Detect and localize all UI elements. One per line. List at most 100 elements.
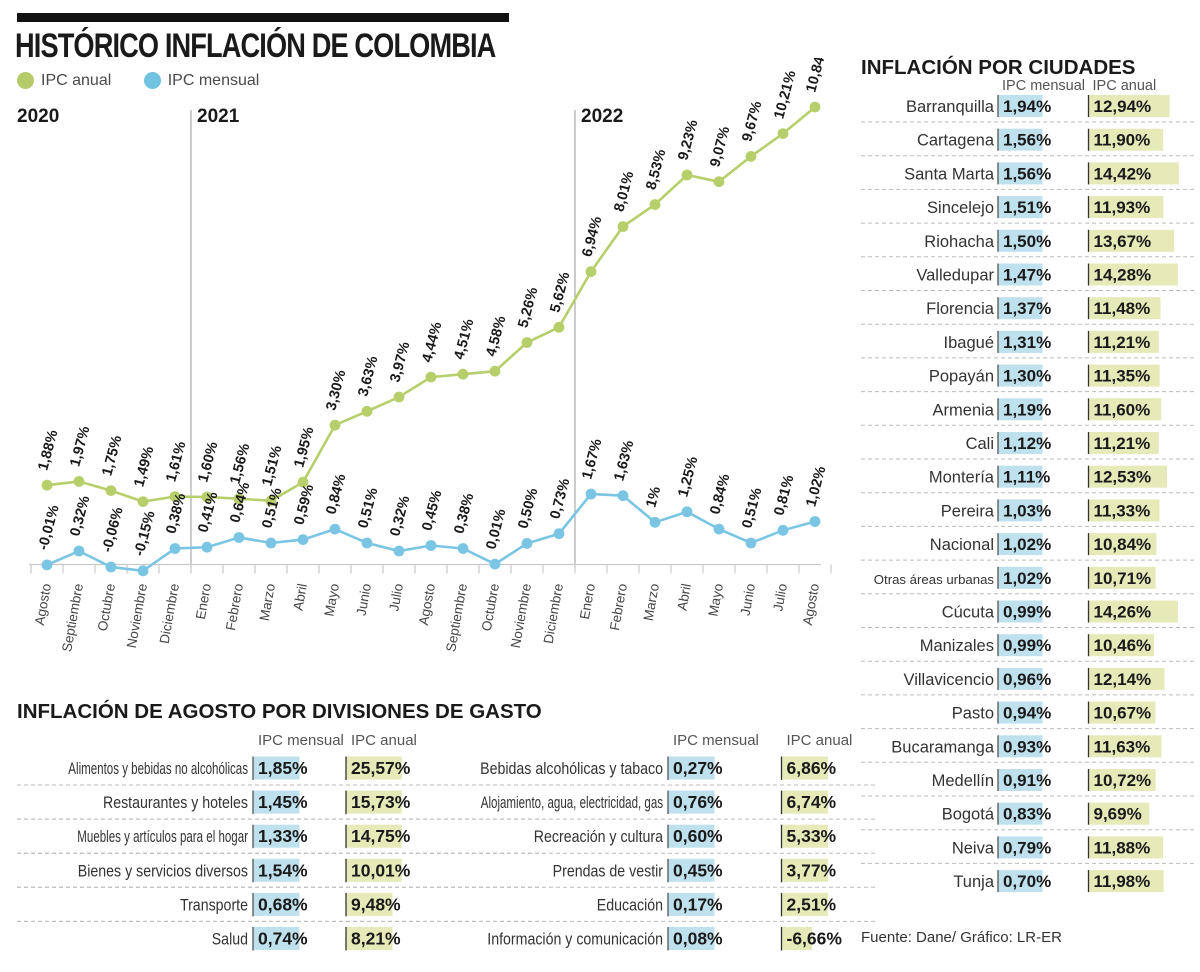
svg-text:4,51%: 4,51% bbox=[451, 317, 477, 361]
svg-text:0,32%: 0,32% bbox=[67, 494, 93, 538]
svg-text:0,84%: 0,84% bbox=[323, 472, 349, 516]
svg-text:3,63%: 3,63% bbox=[355, 354, 381, 398]
svg-text:11,98%: 11,98% bbox=[1094, 872, 1151, 891]
svg-text:1,31%: 1,31% bbox=[1003, 333, 1051, 352]
svg-text:10,84%: 10,84% bbox=[803, 58, 831, 94]
svg-text:1,33%: 1,33% bbox=[258, 826, 308, 846]
svg-text:3,30%: 3,30% bbox=[323, 368, 349, 412]
svg-text:Información y comunicación: Información y comunicación bbox=[487, 931, 663, 949]
svg-text:11,35%: 11,35% bbox=[1094, 367, 1151, 386]
svg-text:8,53%: 8,53% bbox=[643, 148, 669, 192]
svg-text:0,17%: 0,17% bbox=[673, 894, 723, 914]
svg-text:Alojamiento, agua, electricida: Alojamiento, agua, electricidad, gas bbox=[481, 794, 663, 813]
svg-text:6,94%: 6,94% bbox=[579, 215, 605, 259]
svg-text:1,19%: 1,19% bbox=[1003, 400, 1051, 419]
svg-text:Recreación y cultura: Recreación y cultura bbox=[534, 828, 664, 846]
svg-text:Nacional: Nacional bbox=[930, 536, 994, 554]
svg-text:1,67%: 1,67% bbox=[579, 437, 605, 481]
svg-text:0,84%: 0,84% bbox=[707, 472, 733, 516]
svg-text:1,51%: 1,51% bbox=[259, 444, 285, 488]
svg-text:IPC mensual: IPC mensual bbox=[1002, 78, 1085, 94]
svg-text:0,99%: 0,99% bbox=[1003, 603, 1051, 622]
svg-text:0,51%: 0,51% bbox=[259, 486, 285, 530]
svg-text:11,33%: 11,33% bbox=[1094, 501, 1151, 520]
svg-text:0,79%: 0,79% bbox=[1003, 838, 1051, 857]
svg-text:Valledupar: Valledupar bbox=[916, 267, 994, 285]
svg-text:1,02%: 1,02% bbox=[1003, 569, 1051, 588]
svg-text:10,71%: 10,71% bbox=[1094, 569, 1152, 588]
svg-text:1%: 1% bbox=[643, 485, 664, 509]
svg-text:Abril: Abril bbox=[674, 582, 693, 611]
svg-text:1,60%: 1,60% bbox=[195, 440, 221, 484]
svg-text:5,26%: 5,26% bbox=[515, 286, 541, 330]
svg-text:0,08%: 0,08% bbox=[673, 929, 723, 949]
svg-text:Cartagena: Cartagena bbox=[917, 132, 995, 150]
svg-text:10,01%: 10,01% bbox=[351, 860, 411, 880]
svg-text:Restaurantes y hoteles: Restaurantes y hoteles bbox=[103, 794, 248, 812]
svg-text:Junio: Junio bbox=[354, 582, 374, 616]
svg-text:-0,06%: -0,06% bbox=[99, 505, 126, 554]
svg-text:Pasto: Pasto bbox=[952, 705, 994, 723]
svg-text:9,67%: 9,67% bbox=[739, 99, 765, 143]
svg-text:Agosto: Agosto bbox=[800, 582, 822, 626]
svg-text:0,70%: 0,70% bbox=[1003, 872, 1051, 891]
svg-text:13,67%: 13,67% bbox=[1094, 232, 1152, 251]
svg-text:0,91%: 0,91% bbox=[1003, 771, 1051, 790]
svg-text:15,73%: 15,73% bbox=[351, 792, 411, 812]
svg-text:0,38%: 0,38% bbox=[451, 492, 477, 536]
svg-text:0,83%: 0,83% bbox=[1003, 805, 1051, 824]
svg-text:2022: 2022 bbox=[581, 106, 623, 127]
svg-text:0,68%: 0,68% bbox=[258, 894, 308, 914]
svg-text:11,21%: 11,21% bbox=[1094, 434, 1151, 453]
svg-text:Transporte: Transporte bbox=[180, 896, 248, 914]
svg-text:-6,66%: -6,66% bbox=[787, 929, 843, 949]
svg-text:11,88%: 11,88% bbox=[1094, 838, 1151, 857]
svg-text:Bogotá: Bogotá bbox=[942, 806, 995, 824]
svg-text:11,90%: 11,90% bbox=[1094, 131, 1151, 150]
svg-text:IPC mensual: IPC mensual bbox=[673, 732, 759, 749]
svg-text:Cúcuta: Cúcuta bbox=[942, 604, 995, 622]
svg-text:1,63%: 1,63% bbox=[611, 439, 637, 483]
svg-text:1,94%: 1,94% bbox=[1003, 97, 1051, 116]
svg-text:Bebidas alcohólicas y tabaco: Bebidas alcohólicas y tabaco bbox=[480, 760, 663, 778]
svg-text:14,75%: 14,75% bbox=[351, 826, 411, 846]
svg-text:1,30%: 1,30% bbox=[1003, 367, 1051, 386]
svg-text:1,45%: 1,45% bbox=[258, 792, 308, 812]
svg-text:0,73%: 0,73% bbox=[547, 477, 573, 521]
svg-text:0,60%: 0,60% bbox=[673, 826, 723, 846]
svg-text:0,74%: 0,74% bbox=[258, 929, 308, 949]
svg-text:Manizales: Manizales bbox=[920, 637, 994, 655]
svg-text:Octubre: Octubre bbox=[95, 582, 118, 632]
svg-text:Medellín: Medellín bbox=[932, 772, 994, 790]
svg-text:9,69%: 9,69% bbox=[1094, 805, 1142, 824]
svg-text:8,21%: 8,21% bbox=[351, 929, 401, 949]
svg-text:Neiva: Neiva bbox=[952, 839, 995, 857]
svg-text:Agosto: Agosto bbox=[32, 582, 54, 626]
svg-text:Florencia: Florencia bbox=[926, 300, 995, 318]
svg-text:12,53%: 12,53% bbox=[1094, 468, 1152, 487]
svg-text:1,54%: 1,54% bbox=[258, 860, 308, 880]
svg-text:1,56%: 1,56% bbox=[1003, 164, 1051, 183]
svg-text:Tunja: Tunja bbox=[953, 873, 994, 891]
svg-text:Pereira: Pereira bbox=[941, 502, 995, 520]
svg-text:8,01%: 8,01% bbox=[611, 170, 637, 214]
svg-text:1,50%: 1,50% bbox=[1003, 232, 1051, 251]
svg-text:Noviembre: Noviembre bbox=[124, 582, 150, 649]
svg-text:0,96%: 0,96% bbox=[1003, 670, 1051, 689]
svg-text:Alimentos y bebidas no alcohól: Alimentos y bebidas no alcohólicas bbox=[68, 760, 248, 779]
svg-text:Agosto: Agosto bbox=[416, 582, 438, 626]
svg-text:14,28%: 14,28% bbox=[1094, 266, 1152, 285]
svg-text:Noviembre: Noviembre bbox=[508, 582, 534, 649]
svg-text:2020: 2020 bbox=[17, 106, 59, 127]
svg-text:Armenia: Armenia bbox=[933, 401, 995, 419]
svg-text:Santa Marta: Santa Marta bbox=[904, 165, 995, 183]
svg-text:Enero: Enero bbox=[193, 582, 214, 620]
svg-text:Abril: Abril bbox=[290, 582, 309, 611]
svg-text:Fuente: Dane/ Gráfico: LR-ER: Fuente: Dane/ Gráfico: LR-ER bbox=[861, 929, 1062, 946]
svg-text:IPC anual: IPC anual bbox=[351, 732, 417, 749]
svg-text:4,44%: 4,44% bbox=[419, 320, 445, 364]
svg-text:Septiembre: Septiembre bbox=[59, 582, 86, 653]
svg-text:Sincelejo: Sincelejo bbox=[927, 199, 994, 217]
svg-text:0,01%: 0,01% bbox=[483, 507, 509, 551]
svg-text:0,51%: 0,51% bbox=[739, 486, 765, 530]
